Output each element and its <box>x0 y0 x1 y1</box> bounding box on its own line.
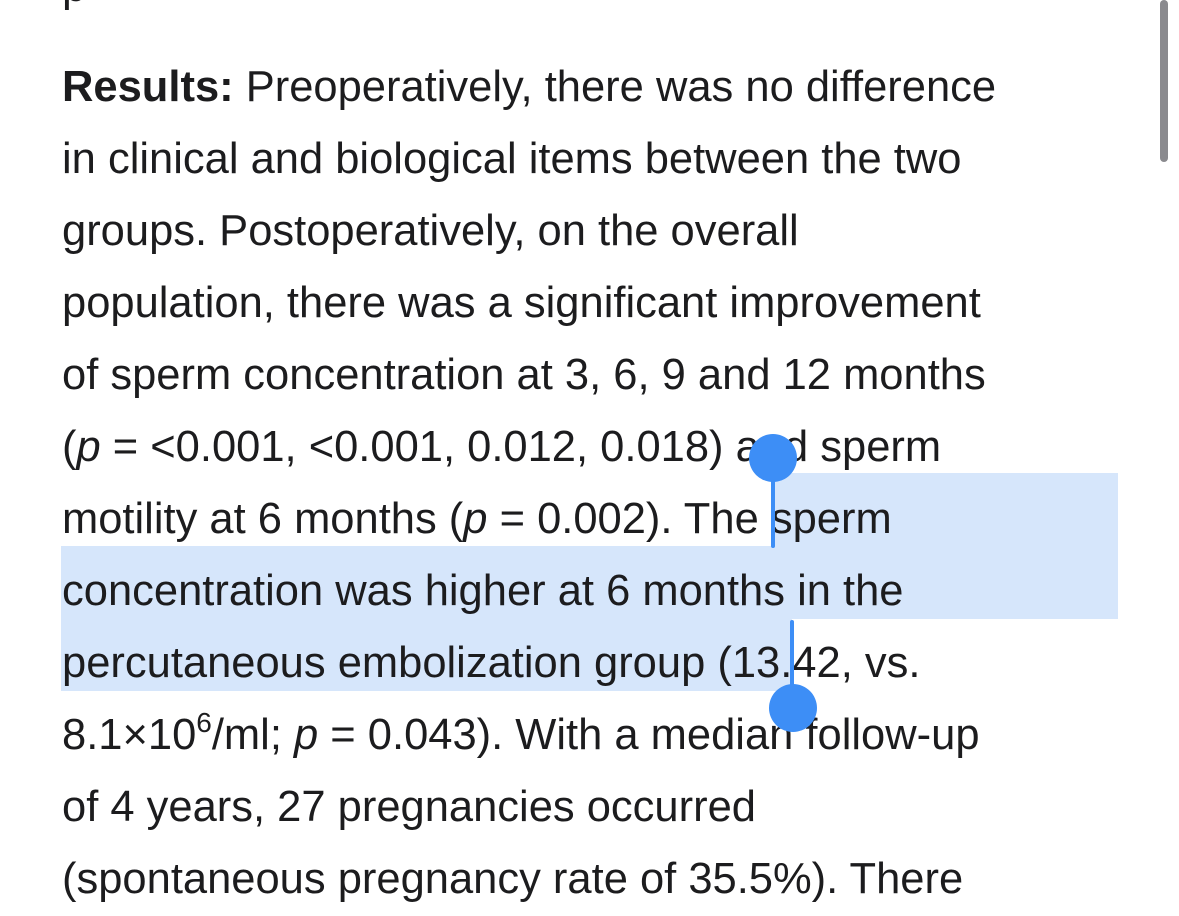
text-segment: concentration was higher at 6 months in … <box>62 567 904 615</box>
p-value-symbol: p <box>294 711 319 759</box>
text-segment: groups. Postoperatively, on the overall <box>62 207 799 255</box>
text-segment: ( <box>62 423 77 471</box>
selection-start-caret[interactable] <box>771 458 775 548</box>
text-segment: /ml; <box>211 711 295 759</box>
p-value-symbol: p <box>463 495 488 543</box>
exponent: 6 <box>196 707 212 738</box>
selection-highlight-line-1 <box>775 473 1118 546</box>
text-line[interactable]: of 4 years, 27 pregnancies occurred <box>62 777 756 837</box>
selection-highlight-line-3 <box>61 619 792 691</box>
text-line[interactable]: of sperm concentration at 3, 6, 9 and 12… <box>62 345 986 405</box>
text-line[interactable]: Results: Preoperatively, there was no di… <box>62 57 996 117</box>
vertical-scrollbar[interactable] <box>1160 0 1168 162</box>
text-segment: = 0.002). The sperm <box>487 495 892 543</box>
text-line[interactable]: groups. Postoperatively, on the overall <box>62 201 799 261</box>
text-segment: = 0.043). With a median follow-up <box>318 711 980 759</box>
clipped-previous-line: p <box>62 0 102 9</box>
text-segment: Preoperatively, there was no difference <box>233 63 997 111</box>
p-value-symbol: p <box>76 423 101 471</box>
text-segment: percutaneous embolization group (13.42, … <box>62 639 921 687</box>
text-line[interactable]: (p = <0.001, <0.001, 0.012, 0.018) and s… <box>62 417 941 477</box>
text-segment: motility at 6 months ( <box>62 495 464 543</box>
selection-start-handle[interactable] <box>749 434 797 482</box>
selection-highlight-line-2 <box>61 546 1118 619</box>
text-segment: 8.1×10 <box>62 711 197 759</box>
text-line[interactable]: in clinical and biological items between… <box>62 129 962 189</box>
text-segment: population, there was a significant impr… <box>62 279 981 327</box>
selection-end-caret[interactable] <box>790 620 794 700</box>
section-label: Results: <box>62 63 234 111</box>
text-segment: = <0.001, <0.001, 0.012, 0.018) and sper… <box>100 423 942 471</box>
text-segment: of sperm concentration at 3, 6, 9 and 12… <box>62 351 986 399</box>
text-line[interactable]: 8.1×106/ml; p = 0.043). With a median fo… <box>62 705 980 765</box>
text-line[interactable]: (spontaneous pregnancy rate of 35.5%). T… <box>62 849 963 909</box>
text-segment: in clinical and biological items between… <box>62 135 962 183</box>
text-line[interactable]: motility at 6 months (p = 0.002). The sp… <box>62 489 892 549</box>
text-line[interactable]: population, there was a significant impr… <box>62 273 981 333</box>
text-segment: of 4 years, 27 pregnancies occurred <box>62 783 756 831</box>
text-segment: (spontaneous pregnancy rate of 35.5%). T… <box>62 855 964 903</box>
selection-end-handle[interactable] <box>769 684 817 732</box>
text-line[interactable]: concentration was higher at 6 months in … <box>62 561 904 621</box>
text-line[interactable]: percutaneous embolization group (13.42, … <box>62 633 920 693</box>
